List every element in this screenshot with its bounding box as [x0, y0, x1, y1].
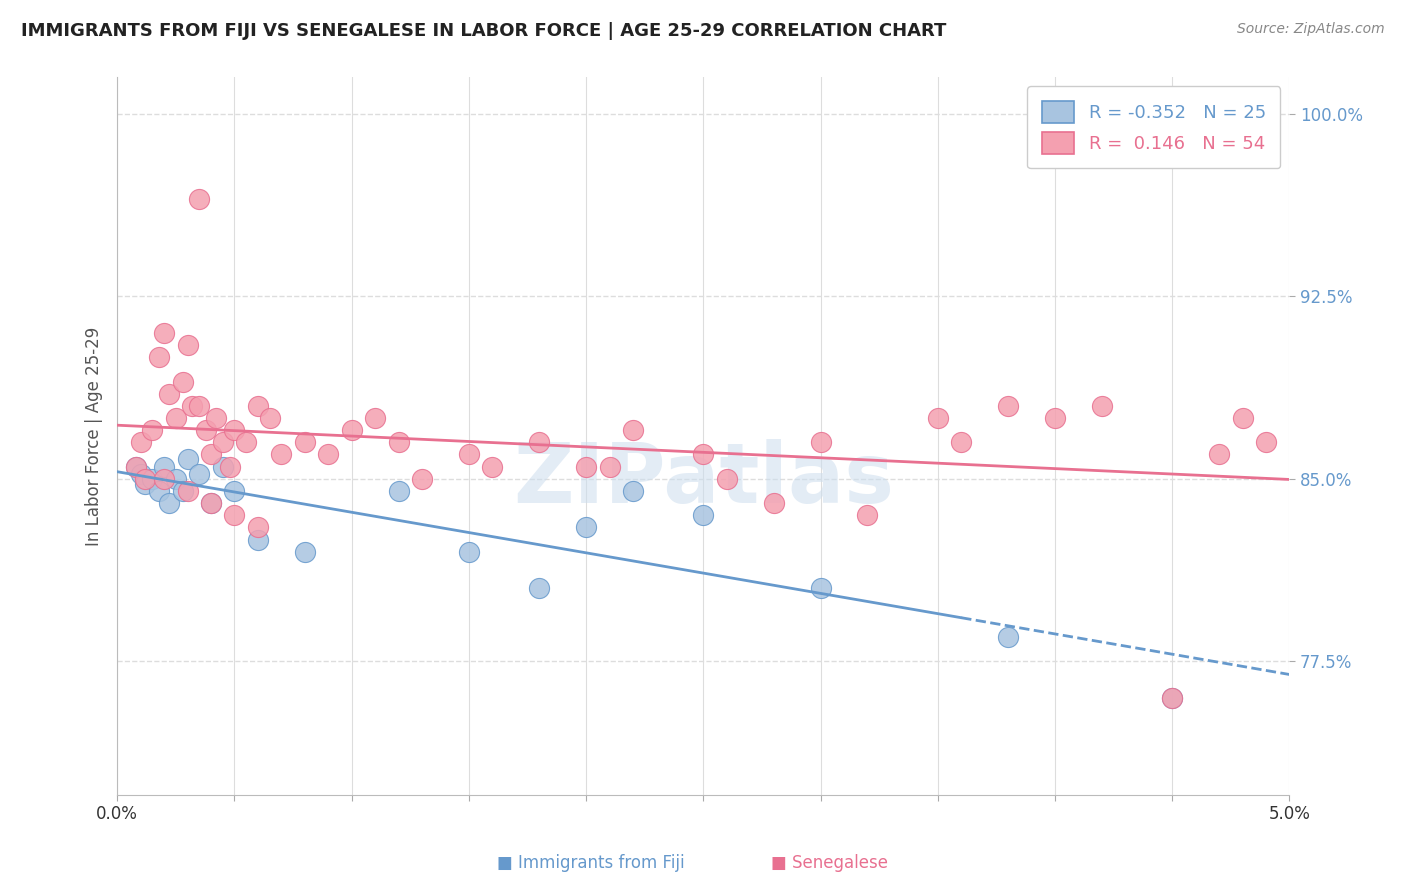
Point	[188, 399, 211, 413]
Point	[188, 467, 211, 481]
Point	[218, 459, 240, 474]
Point	[125, 459, 148, 474]
Point	[246, 520, 269, 534]
Text: ■ Senegalese: ■ Senegalese	[770, 855, 889, 872]
Point	[200, 496, 222, 510]
Point	[316, 448, 339, 462]
Point	[134, 472, 156, 486]
Point	[204, 411, 226, 425]
Point	[1043, 411, 1066, 425]
Point	[1161, 690, 1184, 705]
Point	[129, 435, 152, 450]
Point	[457, 545, 479, 559]
Point	[1232, 411, 1254, 425]
Point	[387, 483, 409, 498]
Point	[621, 483, 644, 498]
Point	[176, 483, 198, 498]
Point	[716, 472, 738, 486]
Point	[810, 435, 832, 450]
Point	[294, 545, 316, 559]
Point	[575, 459, 598, 474]
Point	[1161, 690, 1184, 705]
Point	[176, 452, 198, 467]
Point	[340, 423, 363, 437]
Point	[165, 411, 187, 425]
Point	[856, 508, 879, 523]
Text: IMMIGRANTS FROM FIJI VS SENEGALESE IN LABOR FORCE | AGE 25-29 CORRELATION CHART: IMMIGRANTS FROM FIJI VS SENEGALESE IN LA…	[21, 22, 946, 40]
Point	[599, 459, 621, 474]
Point	[181, 399, 204, 413]
Point	[762, 496, 785, 510]
Point	[481, 459, 503, 474]
Point	[575, 520, 598, 534]
Point	[259, 411, 281, 425]
Point	[411, 472, 433, 486]
Point	[224, 483, 246, 498]
Point	[270, 448, 292, 462]
Point	[1091, 399, 1114, 413]
Point	[997, 630, 1019, 644]
Point	[176, 338, 198, 352]
Point	[1254, 435, 1277, 450]
Point	[200, 448, 222, 462]
Point	[692, 508, 714, 523]
Point	[246, 399, 269, 413]
Point	[246, 533, 269, 547]
Point	[997, 399, 1019, 413]
Y-axis label: In Labor Force | Age 25-29: In Labor Force | Age 25-29	[86, 326, 103, 546]
Point	[148, 483, 170, 498]
Point	[141, 472, 163, 486]
Point	[125, 459, 148, 474]
Point	[810, 582, 832, 596]
Point	[387, 435, 409, 450]
Point	[195, 423, 218, 437]
Text: Source: ZipAtlas.com: Source: ZipAtlas.com	[1237, 22, 1385, 37]
Point	[153, 472, 176, 486]
Point	[157, 386, 180, 401]
Point	[141, 423, 163, 437]
Point	[457, 448, 479, 462]
Point	[364, 411, 387, 425]
Point	[165, 472, 187, 486]
Point	[134, 476, 156, 491]
Point	[172, 483, 194, 498]
Point	[224, 423, 246, 437]
Point	[224, 508, 246, 523]
Point	[153, 459, 176, 474]
Text: ■ Immigrants from Fiji: ■ Immigrants from Fiji	[496, 855, 685, 872]
Point	[172, 375, 194, 389]
Point	[200, 496, 222, 510]
Point	[950, 435, 973, 450]
Point	[157, 496, 180, 510]
Point	[188, 192, 211, 206]
Text: ZIPatlas: ZIPatlas	[513, 439, 894, 520]
Legend: R = -0.352   N = 25, R =  0.146   N = 54: R = -0.352 N = 25, R = 0.146 N = 54	[1028, 87, 1281, 169]
Point	[148, 350, 170, 364]
Point	[692, 448, 714, 462]
Point	[129, 467, 152, 481]
Point	[529, 435, 551, 450]
Point	[153, 326, 176, 340]
Point	[211, 435, 233, 450]
Point	[927, 411, 949, 425]
Point	[621, 423, 644, 437]
Point	[294, 435, 316, 450]
Point	[529, 582, 551, 596]
Point	[1208, 448, 1230, 462]
Point	[211, 459, 233, 474]
Point	[235, 435, 257, 450]
